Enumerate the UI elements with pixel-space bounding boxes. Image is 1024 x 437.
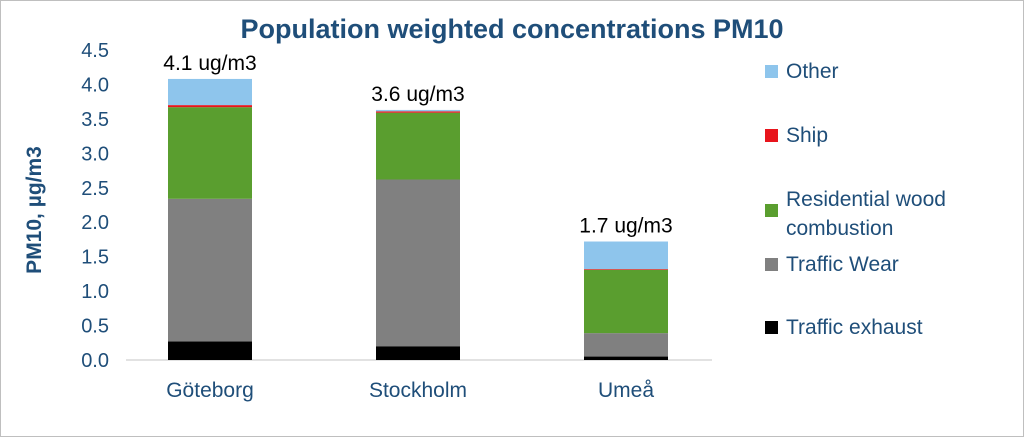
bar-segment [376, 111, 460, 113]
y-tick-label: 0.0 [81, 350, 109, 372]
bar-segment [168, 78, 252, 106]
bar-segment [584, 333, 668, 357]
y-tick-label: 0.5 [81, 316, 109, 338]
bar-segment [168, 105, 252, 108]
bar-segment [168, 198, 252, 342]
total-labels: 4.1 ug/m3 3.6 ug/m3 1.7 ug/m3 [163, 52, 672, 238]
legend-label: Other [786, 60, 839, 83]
bar-segment [584, 241, 668, 270]
y-tick-label: 4.0 [81, 74, 109, 96]
legend-swatch [765, 65, 778, 78]
y-tick-label: 1.5 [81, 247, 109, 269]
total-label: 3.6 ug/m3 [371, 83, 464, 106]
legend-label: Ship [786, 124, 828, 147]
y-tick-label: 2.5 [81, 178, 109, 200]
legend-swatch [765, 129, 778, 142]
y-tick-label: 3.5 [81, 109, 109, 131]
total-label: 4.1 ug/m3 [163, 52, 256, 75]
category-label: Göteborg [166, 379, 254, 402]
bar-segment [584, 269, 668, 270]
legend-swatch [765, 258, 778, 271]
bar-segment [584, 356, 668, 360]
bars [168, 78, 668, 360]
bar-segment [376, 109, 460, 112]
y-axis-label: PM10, µg/m3 [23, 146, 46, 274]
legend-label: Residential wood combustion [786, 188, 946, 240]
bar-segment [168, 107, 252, 199]
legend-label: Traffic exhaust [786, 316, 923, 339]
category-label: Umeå [598, 379, 654, 402]
y-tick-label: 1.0 [81, 281, 109, 303]
bar-segment [168, 341, 252, 360]
category-label: Stockholm [369, 379, 467, 402]
legend-swatch [765, 321, 778, 334]
category-labels: Göteborg Stockholm Umeå [166, 379, 654, 402]
legend-label: Traffic Wear [786, 253, 899, 276]
y-tick-label: 2.0 [81, 212, 109, 234]
bar-segment [376, 112, 460, 180]
total-label: 1.7 ug/m3 [579, 215, 672, 238]
legend-swatch [765, 204, 778, 217]
bar-segment [584, 269, 668, 334]
y-tick-label: 3.0 [81, 143, 109, 165]
y-tick-labels: 0.0 0.5 1.0 1.5 2.0 2.5 3.0 3.5 4.0 4.5 [81, 40, 109, 372]
y-tick-label: 4.5 [81, 40, 109, 62]
bar-segment [376, 179, 460, 347]
bar-segment [376, 346, 460, 360]
chart-title: Population weighted concentrations PM10 [240, 14, 783, 44]
legend: Other Ship Residential wood combustion Traff… [765, 60, 946, 339]
